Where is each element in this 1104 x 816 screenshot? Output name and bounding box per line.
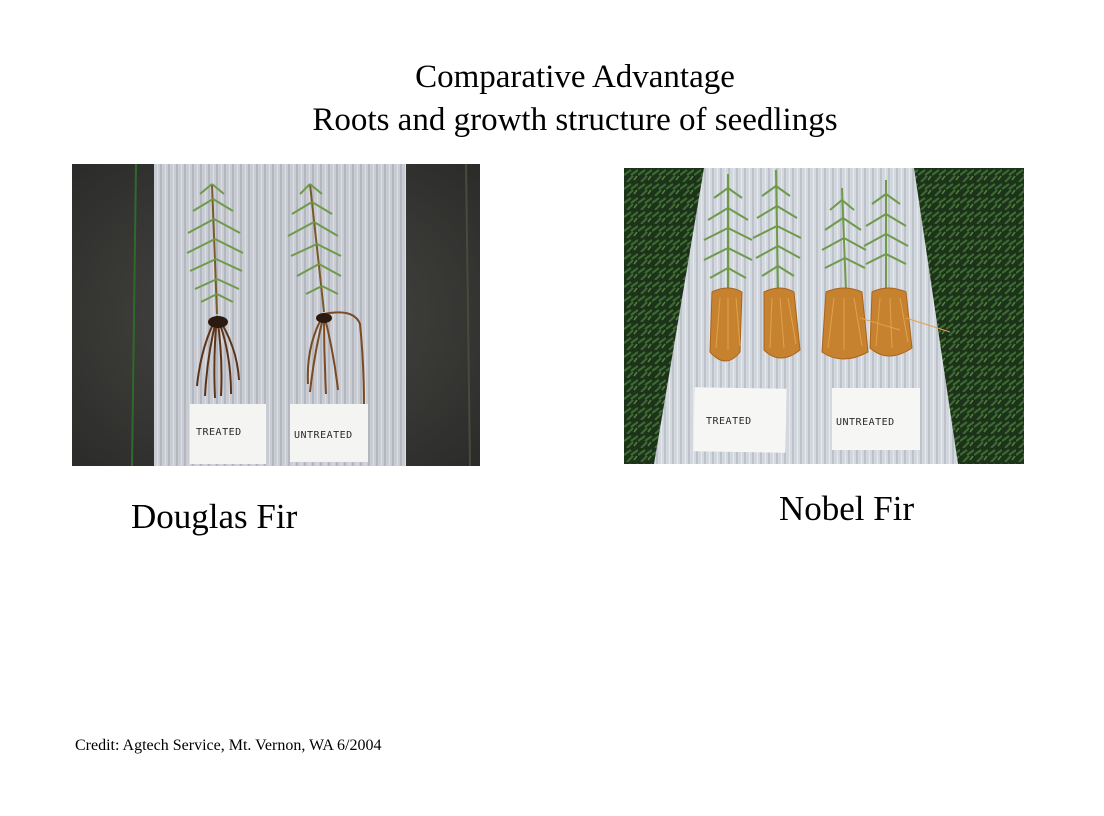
douglas-fir-caption: Douglas Fir <box>131 497 298 536</box>
slide-subtitle: Roots and growth structure of seedlings <box>312 102 838 138</box>
label-card-untreated: UNTREATED <box>290 404 368 462</box>
label-treated-text: TREATED <box>196 427 242 438</box>
douglas-fir-photo: TREATED UNTREATED <box>72 164 480 466</box>
slide-title: Comparative Advantage <box>415 59 735 95</box>
label-card-treated: TREATED <box>693 387 787 453</box>
label-untreated-text: UNTREATED <box>294 430 353 441</box>
nobel-fir-photo: TREATED UNTREATED <box>624 168 1024 464</box>
label-card-untreated: UNTREATED <box>832 388 920 450</box>
seedling-group <box>703 169 951 362</box>
nobel-fir-caption: Nobel Fir <box>779 489 915 528</box>
seedling-untreated <box>287 183 365 407</box>
label-card-treated: TREATED <box>190 404 266 464</box>
seedling-treated <box>186 183 244 399</box>
label-untreated-text: UNTREATED <box>836 417 895 428</box>
photo-credit: Credit: Agtech Service, Mt. Vernon, WA 6… <box>75 737 382 754</box>
label-treated-text: TREATED <box>706 416 752 427</box>
